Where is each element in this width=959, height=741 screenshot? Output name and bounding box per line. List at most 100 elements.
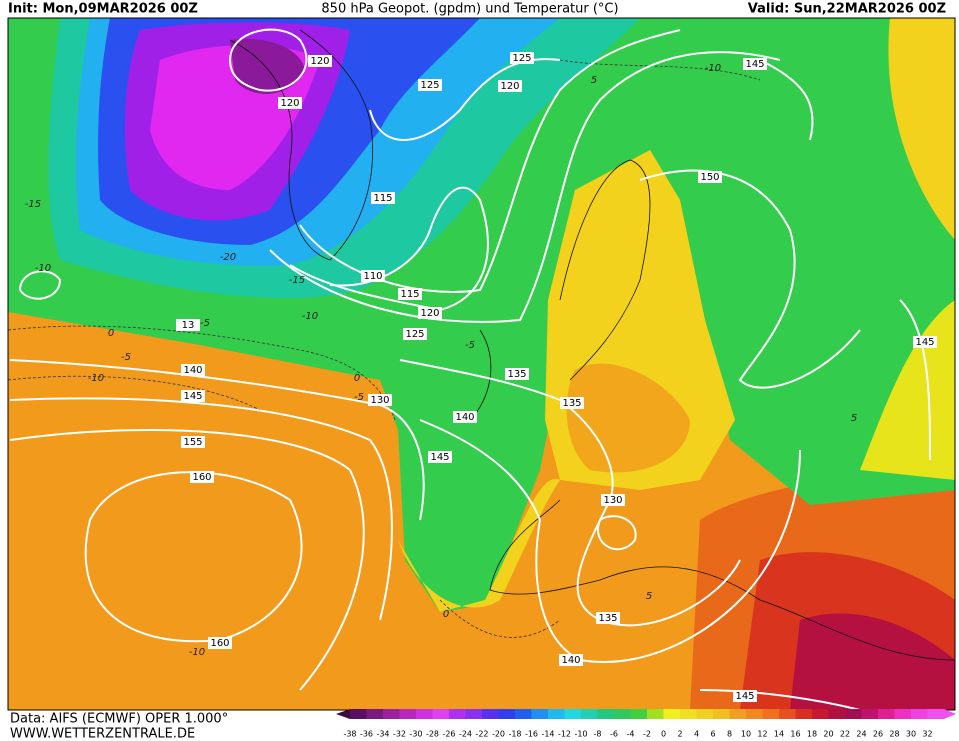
legend-swatch <box>746 709 763 719</box>
legend-swatch <box>927 709 945 719</box>
geopotential-label: 120 <box>500 81 519 92</box>
legend-swatch <box>531 709 549 719</box>
legend-label: -32 <box>393 730 406 739</box>
temperature-label: 0 <box>108 328 114 339</box>
legend-label: -38 <box>343 730 356 739</box>
legend-label: 18 <box>807 730 817 739</box>
legend-swatch <box>482 709 499 719</box>
temperature-label: 0 <box>354 373 360 384</box>
geopotential-label: 135 <box>598 613 617 624</box>
legend-swatch <box>498 709 516 719</box>
website: WWW.WETTERZENTRALE.DE <box>10 727 195 741</box>
legend-swatch <box>581 709 598 719</box>
geopotential-contour <box>699 59 931 710</box>
temperature-label: -10 <box>189 647 205 658</box>
label-box <box>418 307 442 319</box>
legend-swatch <box>663 709 681 719</box>
temperature-label: -10 <box>302 311 318 322</box>
label-box <box>176 319 200 331</box>
legend-label: -28 <box>426 730 439 739</box>
legend-label: 8 <box>727 730 732 739</box>
geopotential-label: 120 <box>310 56 329 67</box>
mild-field <box>398 478 560 612</box>
legend-label: -2 <box>643 730 651 739</box>
geopotential-label: 145 <box>745 59 764 70</box>
legend-label: 0 <box>661 730 666 739</box>
legend-swatch <box>366 709 384 719</box>
legend-swatch <box>350 709 367 719</box>
temperature-label: -5 <box>465 340 475 351</box>
geopotential-contour <box>9 397 393 621</box>
label-box <box>371 192 395 204</box>
label-box <box>601 494 625 506</box>
warm-field <box>566 363 690 473</box>
geopotential-label: 145 <box>735 691 754 702</box>
geopotential-contour <box>269 51 781 323</box>
label-box <box>368 394 392 406</box>
temperature-label: 5 <box>851 413 857 424</box>
legend-label: -30 <box>409 730 422 739</box>
legend-swatch <box>416 709 433 719</box>
legend-label: -12 <box>558 730 571 739</box>
legend-arrow <box>336 709 350 719</box>
legend-label: 30 <box>906 730 916 739</box>
label-box <box>743 58 767 70</box>
legend-label: -6 <box>610 730 618 739</box>
legend-swatch <box>861 709 879 719</box>
label-box <box>733 690 757 702</box>
legend-swatch <box>795 709 813 719</box>
legend-swatch <box>383 709 400 719</box>
legend-label: -14 <box>541 730 554 739</box>
geopotential-label: 125 <box>420 80 439 91</box>
hot-field <box>790 613 955 710</box>
legend-swatch <box>564 709 582 719</box>
geopotential-contour <box>9 359 425 521</box>
legend-label: -18 <box>508 730 521 739</box>
legend-swatch <box>828 709 846 719</box>
label-box <box>510 52 534 64</box>
geopotential-label: 140 <box>455 412 474 423</box>
legend-label: -10 <box>574 730 587 739</box>
color-legend: -38 -36 -34 -32 -30 -28 -26 -24 -22 -20 -18 -16 -14-… <box>336 709 956 739</box>
legend-swatch <box>878 709 895 719</box>
geopotential-contour <box>639 169 861 389</box>
legend-label: -36 <box>360 730 373 739</box>
legend-label: 20 <box>823 730 833 739</box>
legend-label: -26 <box>442 730 455 739</box>
coastline <box>559 159 651 381</box>
geopotential-label: 135 <box>507 369 526 380</box>
geopotential-label: 130 <box>603 495 622 506</box>
geopotential-label: 160 <box>192 472 211 483</box>
legend-label: 26 <box>873 730 883 739</box>
valid-time: Valid: Sun,22MAR2026 00Z <box>748 2 946 17</box>
geopotential-label: 125 <box>405 329 424 340</box>
label-box <box>208 637 232 649</box>
legend-label: -16 <box>525 730 538 739</box>
label-box <box>698 171 722 183</box>
geopotential-contour <box>289 186 489 312</box>
temperature-label: 5 <box>646 591 652 602</box>
init-time: Init: Mon,09MAR2026 00Z <box>8 2 198 17</box>
legend-arrow <box>944 709 956 719</box>
legend-swatch <box>597 709 615 719</box>
very-cold-field <box>230 38 305 94</box>
label-box <box>398 288 422 300</box>
legend-label: 12 <box>757 730 767 739</box>
geopotential-label: 13 <box>182 320 195 331</box>
legend-label: 10 <box>741 730 751 739</box>
label-box <box>559 654 583 666</box>
label-box <box>498 80 522 92</box>
legend-swatch <box>647 709 664 719</box>
mild-field <box>888 18 955 240</box>
geopotential-contour <box>9 429 365 691</box>
geopotential-label: 120 <box>420 308 439 319</box>
geopotential-contour <box>18 270 62 300</box>
legend-swatch <box>465 709 483 719</box>
legend-label: 16 <box>790 730 800 739</box>
map: 1201201251251201451151101151201251315014… <box>7 17 956 711</box>
temperature-label: -5 <box>121 352 131 363</box>
legend-swatch <box>812 709 829 719</box>
legend-swatch <box>762 709 780 719</box>
legend-swatch <box>680 709 697 719</box>
